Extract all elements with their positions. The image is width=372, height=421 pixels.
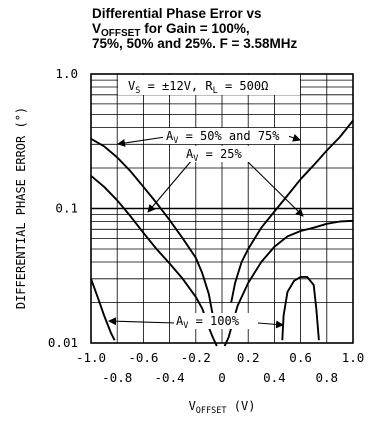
leader-25-left: [147, 159, 193, 213]
leader-100-right: [257, 320, 284, 329]
x-tick-label-lower: 0.8: [316, 370, 339, 385]
leader-50-75-right: [287, 133, 301, 142]
leader-50-75-left: [117, 136, 166, 147]
annotation-100: AV = 100%: [176, 314, 240, 331]
x-tick-labels: -1.0 -0.6 -0.2 0.2 0.6 1.0 -0.8 -0.4 0 0.4 0.8: [76, 350, 364, 385]
x-tick-label-lower: -0.8: [102, 370, 132, 385]
x-tick-label-upper: -0.2: [181, 350, 211, 365]
annotation-25: AV = 25%: [186, 147, 242, 164]
y-axis-label: DIFFERENTIAL PHASE ERROR (°): [14, 107, 28, 309]
y-tick-labels: 1.0 0.1 0.01: [48, 66, 78, 350]
conditions-background: [118, 75, 300, 95]
curve-av-50-75: [230, 120, 354, 303]
title-line-2: for Gain = 100%,: [140, 21, 250, 36]
annotation-c-background: [174, 313, 258, 329]
annotation-b-background: [184, 146, 268, 162]
grid: [91, 74, 353, 343]
y-tick-label: 0.01: [48, 335, 78, 350]
x-tick-label-upper: 1.0: [342, 350, 365, 365]
curve-av-100: [281, 275, 320, 341]
x-axis-label: VOFFSET (V): [189, 399, 256, 416]
x-tick-label-upper: -1.0: [76, 350, 106, 365]
x-tick-label-upper: 0.6: [289, 350, 312, 365]
chart-title: Differential Phase Error vs VOFFSET for …: [92, 6, 362, 51]
leader-100-left: [108, 317, 176, 326]
title-v-main: V: [92, 21, 102, 36]
curves: [90, 120, 354, 347]
annotation-a-background: [163, 128, 289, 144]
curve-av-100: [90, 278, 116, 341]
title-v-sub: OFFSET: [101, 28, 141, 39]
x-tick-label-lower: 0: [218, 370, 226, 385]
conditions-label: VS = ±12V, RL = 500Ω: [128, 79, 268, 96]
y-tick-label: 0.1: [55, 201, 78, 216]
title-line-1: Differential Phase Error vs: [92, 6, 262, 21]
x-tick-label-lower: 0.4: [263, 370, 286, 385]
title-line-3: 75%, 50% and 25%. F = 3.58MHz: [92, 36, 298, 51]
plot-frame: [90, 73, 354, 344]
leader-25-right: [247, 161, 304, 217]
x-tick-label-upper: -0.6: [128, 350, 158, 365]
curve-av-50-75: [90, 137, 214, 316]
x-tick-label-upper: 0.2: [237, 350, 260, 365]
annotation-50-75: AV = 50% and 75%: [166, 129, 280, 146]
annotation-leaders: [108, 133, 304, 329]
y-tick-label: 1.0: [55, 66, 78, 81]
x-tick-label-lower: -0.4: [155, 370, 185, 385]
